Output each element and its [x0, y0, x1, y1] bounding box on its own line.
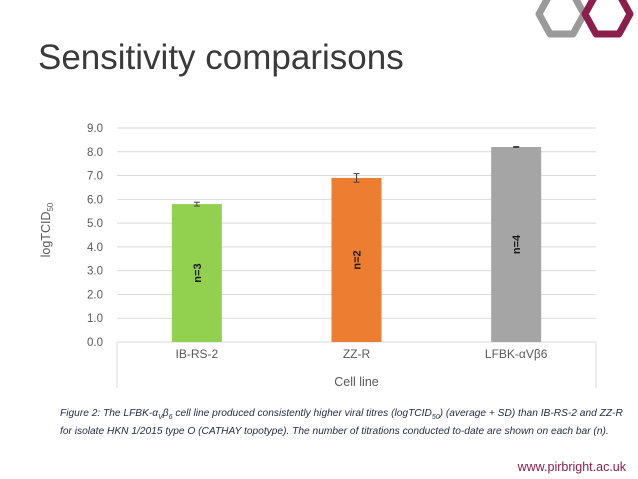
bar-chart: 0.0 1.0 2.0 3.0 4.0 5.0 6.0 7.0 8.0 9.0 n=3 IB-RS-2…: [39, 123, 597, 389]
x-axis-title: Cell line: [334, 375, 379, 389]
caption-text-2: β: [162, 408, 169, 419]
caption-text-4: ) (average + SD) than IB-RS-2 and ZZ-R f…: [60, 408, 623, 437]
y-tick-label: 1.0: [87, 313, 103, 325]
bar: [171, 204, 222, 342]
figure-caption: Figure 2: The LFBK-αVβ6 cell line produc…: [60, 405, 625, 440]
bar: [491, 147, 542, 342]
caption-sub-1: V: [158, 414, 163, 422]
y-tick-label: 5.0: [87, 218, 103, 230]
caption-sub-3: 50: [431, 414, 440, 422]
y-tick-label: 6.0: [87, 194, 103, 206]
y-tick-label: 3.0: [87, 266, 103, 278]
bar-n-label: n=4: [511, 234, 523, 254]
y-tick-label: 8.0: [87, 147, 103, 159]
hexagon-logo-decoration: [535, 0, 634, 38]
caption-text-1: Figure 2: The LFBK-α: [60, 408, 159, 419]
x-tick-label: IB-RS-2: [175, 347, 218, 361]
bar-n-label: n=2: [352, 250, 364, 269]
footer-url[interactable]: www.pirbright.ac.uk: [517, 460, 626, 474]
y-axis-title: logTCID50: [39, 202, 55, 257]
x-tick-label: ZZ-R: [343, 347, 371, 361]
y-tick-label: 9.0: [87, 123, 103, 135]
y-tick-label: 0.0: [87, 337, 103, 349]
y-tick-label: 4.0: [87, 242, 103, 254]
y-tick-label: 7.0: [87, 171, 103, 183]
slide-title: Sensitivity comparisons: [38, 38, 404, 77]
bar-n-label: n=3: [192, 263, 204, 282]
bar: [331, 177, 382, 342]
caption-text-3: cell line produced consistently higher v…: [172, 408, 432, 419]
x-tick-label: LFBK-αVβ6: [485, 347, 548, 361]
caption-sub-2: 6: [168, 414, 173, 422]
y-tick-label: 2.0: [87, 289, 103, 301]
